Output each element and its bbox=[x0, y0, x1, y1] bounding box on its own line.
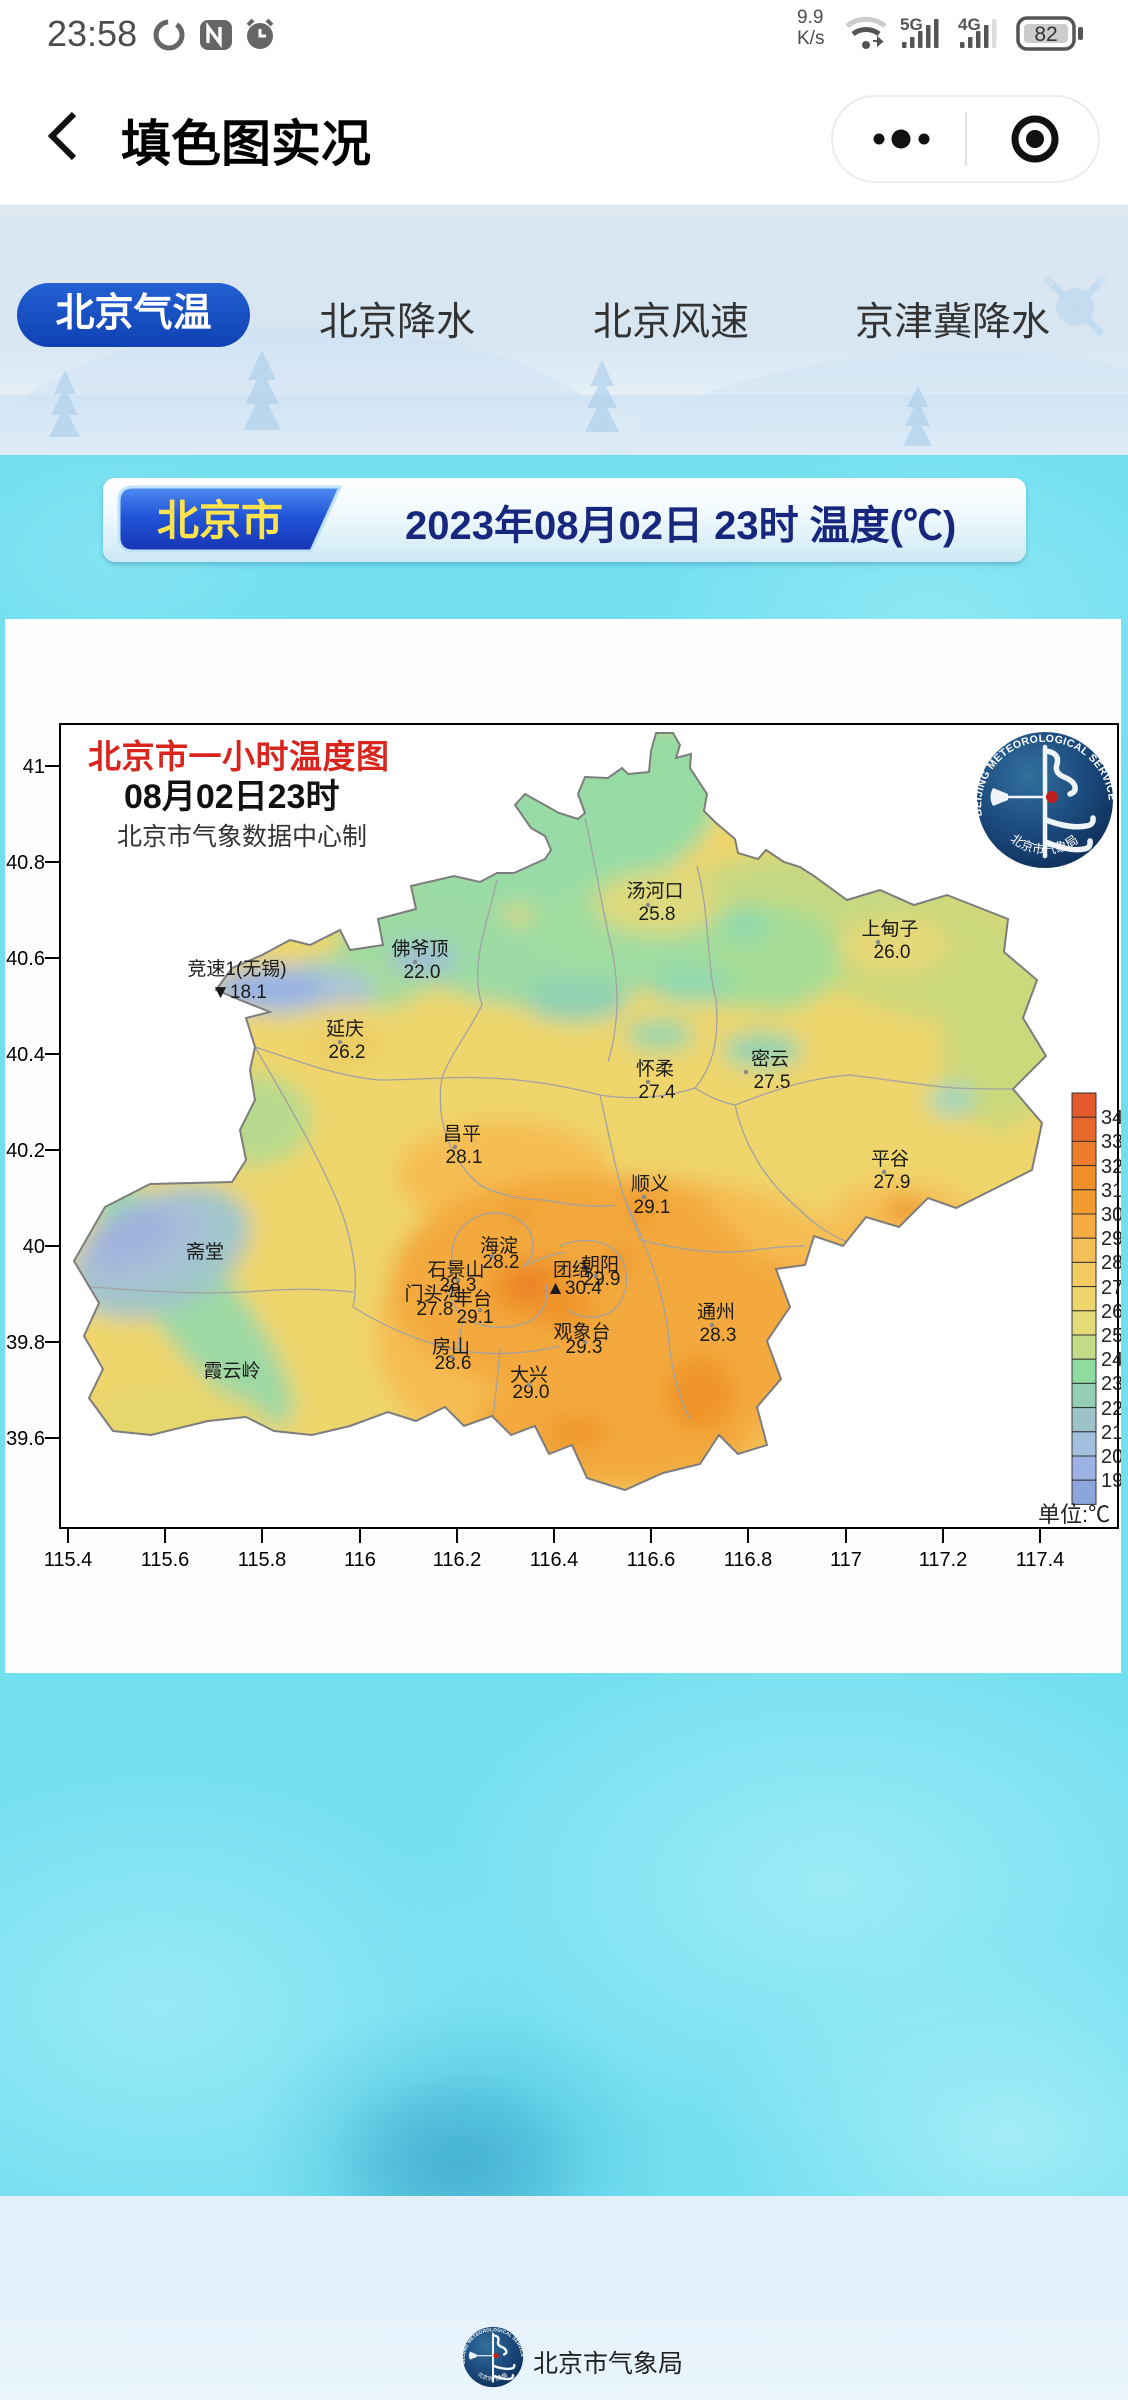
svg-text:▲30.4: ▲30.4 bbox=[546, 1278, 602, 1299]
svg-text:115.8: 115.8 bbox=[238, 1549, 287, 1571]
svg-text:29.1: 29.1 bbox=[634, 1197, 671, 1218]
svg-text:27: 27 bbox=[1101, 1277, 1121, 1299]
svg-text:25: 25 bbox=[1101, 1325, 1121, 1347]
svg-text:丰台: 丰台 bbox=[454, 1288, 492, 1310]
svg-text:21: 21 bbox=[1101, 1422, 1121, 1444]
svg-text:22: 22 bbox=[1101, 1398, 1121, 1420]
svg-text:26.0: 26.0 bbox=[874, 942, 911, 963]
svg-text:斋堂: 斋堂 bbox=[186, 1241, 224, 1263]
svg-text:28.2: 28.2 bbox=[483, 1252, 520, 1273]
svg-text:116: 116 bbox=[344, 1549, 376, 1571]
svg-text:29.9: 29.9 bbox=[584, 1269, 621, 1290]
svg-text:41: 41 bbox=[23, 756, 45, 778]
svg-text:27.8: 27.8 bbox=[417, 1299, 454, 1320]
svg-text:通州: 通州 bbox=[697, 1301, 735, 1323]
svg-text:33: 33 bbox=[1101, 1131, 1121, 1153]
svg-text:30: 30 bbox=[1101, 1204, 1121, 1226]
svg-text:霞云岭: 霞云岭 bbox=[203, 1360, 260, 1382]
svg-text:28: 28 bbox=[1101, 1252, 1121, 1274]
svg-text:27.4: 27.4 bbox=[639, 1082, 676, 1103]
svg-text:40.2: 40.2 bbox=[6, 1140, 45, 1162]
svg-text:31: 31 bbox=[1101, 1180, 1121, 1202]
svg-text:大兴: 大兴 bbox=[510, 1364, 548, 1386]
svg-text:115.6: 115.6 bbox=[141, 1549, 190, 1571]
svg-text:26: 26 bbox=[1101, 1301, 1121, 1323]
svg-text:单位:℃: 单位:℃ bbox=[1038, 1502, 1110, 1527]
svg-text:团结: 团结 bbox=[553, 1259, 591, 1281]
svg-text:延庆: 延庆 bbox=[326, 1018, 364, 1040]
svg-text:门头沟: 门头沟 bbox=[404, 1283, 461, 1305]
svg-text:29.1: 29.1 bbox=[457, 1307, 494, 1328]
svg-text:海淀: 海淀 bbox=[480, 1235, 518, 1257]
svg-text:怀柔: 怀柔 bbox=[636, 1058, 674, 1080]
svg-text:115.4: 115.4 bbox=[44, 1549, 93, 1571]
svg-text:116.2: 116.2 bbox=[433, 1549, 482, 1571]
svg-text:密云: 密云 bbox=[751, 1048, 789, 1070]
svg-text:朝阳: 朝阳 bbox=[581, 1254, 619, 1276]
svg-text:上甸子: 上甸子 bbox=[861, 918, 918, 940]
svg-text:观象台: 观象台 bbox=[553, 1321, 610, 1343]
svg-text:40.8: 40.8 bbox=[6, 852, 45, 874]
svg-text:28.1: 28.1 bbox=[446, 1147, 483, 1168]
svg-text:佛爷顶: 佛爷顶 bbox=[391, 938, 448, 960]
svg-text:29.3: 29.3 bbox=[566, 1337, 603, 1358]
svg-text:117.4: 117.4 bbox=[1016, 1549, 1065, 1571]
svg-text:116.6: 116.6 bbox=[627, 1549, 676, 1571]
svg-text:24: 24 bbox=[1101, 1349, 1121, 1371]
svg-text:29.0: 29.0 bbox=[513, 1382, 550, 1403]
svg-text:117: 117 bbox=[830, 1549, 862, 1571]
svg-text:40.6: 40.6 bbox=[6, 948, 45, 970]
svg-text:▼18.1: ▼18.1 bbox=[211, 982, 267, 1003]
svg-text:116.8: 116.8 bbox=[724, 1549, 773, 1571]
svg-text:22.0: 22.0 bbox=[404, 962, 441, 983]
svg-text:平谷: 平谷 bbox=[871, 1148, 909, 1170]
svg-text:5G: 5G bbox=[900, 15, 923, 34]
svg-text:39.6: 39.6 bbox=[6, 1428, 45, 1450]
svg-text:北京市气象数据中心制: 北京市气象数据中心制 bbox=[117, 823, 367, 851]
svg-text:北京市一小时温度图: 北京市一小时温度图 bbox=[88, 738, 390, 775]
svg-text:竞速1(无锡): 竞速1(无锡) bbox=[187, 958, 286, 980]
svg-text:北京市: 北京市 bbox=[157, 497, 283, 544]
svg-text:房山: 房山 bbox=[432, 1336, 470, 1358]
svg-text:40.4: 40.4 bbox=[6, 1044, 45, 1066]
svg-text:39.8: 39.8 bbox=[6, 1332, 45, 1354]
svg-text:19: 19 bbox=[1101, 1470, 1121, 1492]
svg-text:昌平: 昌平 bbox=[443, 1124, 481, 1145]
svg-text:石景山: 石景山 bbox=[427, 1259, 484, 1281]
svg-text:29: 29 bbox=[1101, 1228, 1121, 1250]
svg-text:28.3: 28.3 bbox=[440, 1275, 477, 1296]
svg-text:23: 23 bbox=[1101, 1373, 1121, 1395]
svg-text:82: 82 bbox=[1034, 23, 1057, 46]
svg-text:25.8: 25.8 bbox=[639, 904, 676, 925]
svg-text:116.4: 116.4 bbox=[530, 1549, 579, 1571]
svg-text:4G: 4G bbox=[958, 15, 981, 34]
svg-text:20: 20 bbox=[1101, 1446, 1121, 1468]
svg-text:28.6: 28.6 bbox=[435, 1353, 472, 1374]
svg-text:28.3: 28.3 bbox=[700, 1325, 737, 1346]
svg-text:32: 32 bbox=[1101, 1156, 1121, 1178]
svg-text:汤河口: 汤河口 bbox=[626, 880, 683, 902]
svg-text:08月02日23时: 08月02日23时 bbox=[124, 778, 339, 816]
svg-text:34: 34 bbox=[1101, 1107, 1121, 1129]
svg-text:27.9: 27.9 bbox=[874, 1172, 911, 1193]
svg-text:117.2: 117.2 bbox=[919, 1549, 968, 1571]
svg-text:顺义: 顺义 bbox=[631, 1173, 669, 1195]
svg-text:27.5: 27.5 bbox=[754, 1072, 791, 1093]
svg-text:26.2: 26.2 bbox=[329, 1042, 366, 1063]
svg-text:40: 40 bbox=[23, 1236, 45, 1258]
